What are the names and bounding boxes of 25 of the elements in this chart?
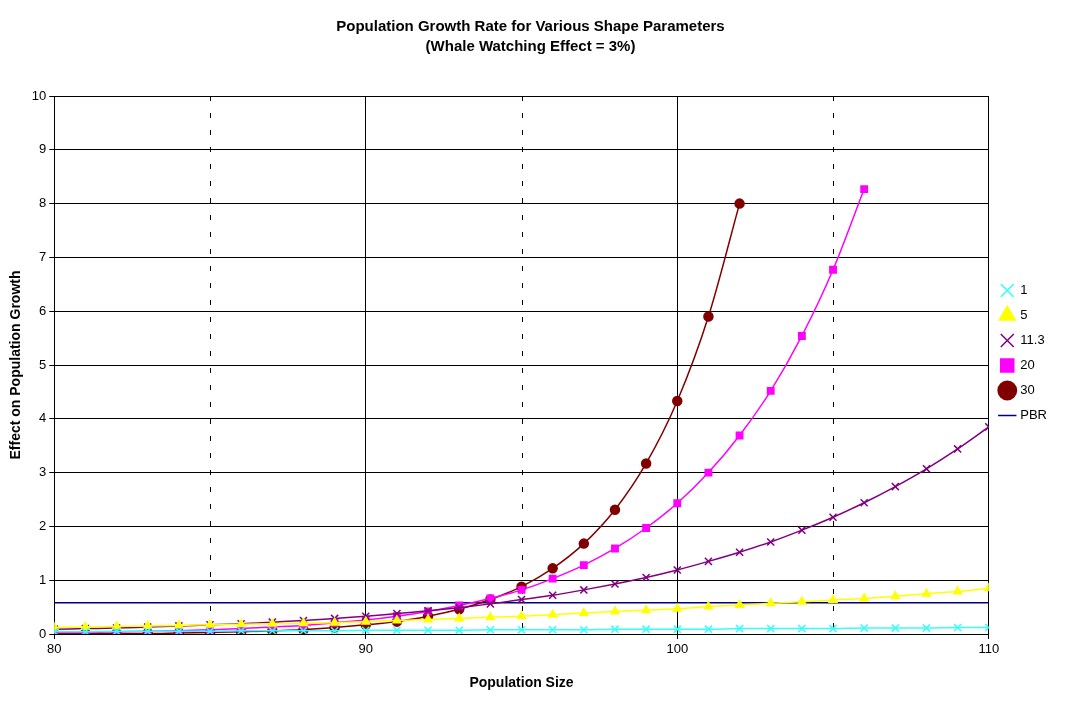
x-tick-label: 110 xyxy=(978,641,1000,657)
y-tick-label: 2 xyxy=(39,517,47,533)
y-tick-label: 3 xyxy=(39,464,47,480)
y-tick-label: 10 xyxy=(31,87,47,103)
y-tick-label: 8 xyxy=(39,195,47,211)
x-tick-label: 90 xyxy=(358,641,373,657)
y-tick-label: 5 xyxy=(39,356,47,372)
legend-label: 1 xyxy=(1020,282,1028,298)
x-axis-title: Population Size xyxy=(469,674,574,691)
legend-label: PBR xyxy=(1020,407,1047,423)
legend-label: 30 xyxy=(1020,382,1035,398)
x-tick-label: 100 xyxy=(666,641,689,657)
legend-label: 5 xyxy=(1020,307,1028,323)
legend-label: 11.3 xyxy=(1020,332,1045,348)
y-tick-label: 0 xyxy=(39,625,47,641)
chart-title: Population Growth Rate for Various Shape Parameters xyxy=(336,17,725,35)
y-tick-label: 6 xyxy=(39,302,47,318)
legend-label: 20 xyxy=(1020,357,1035,373)
chart-subtitle: (Whale Watching Effect = 3%) xyxy=(425,37,636,55)
y-axis-title: Effect on Population Growth xyxy=(7,270,24,460)
y-tick-label: 9 xyxy=(39,141,47,157)
y-tick-label: 4 xyxy=(39,410,47,426)
y-tick-label: 1 xyxy=(39,571,47,587)
y-tick-label: 7 xyxy=(39,248,47,264)
x-tick-label: 80 xyxy=(47,641,62,657)
